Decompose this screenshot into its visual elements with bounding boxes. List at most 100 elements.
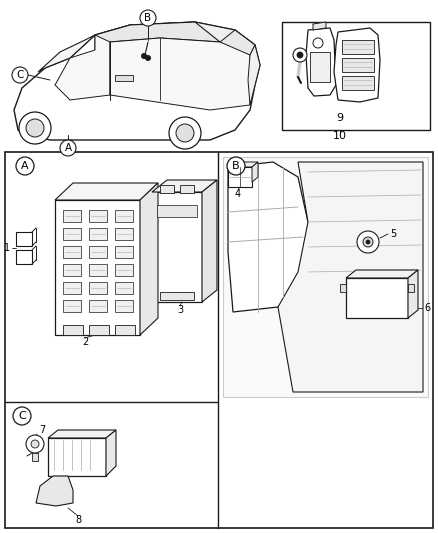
- Bar: [157, 205, 197, 217]
- Bar: [180, 185, 194, 193]
- Polygon shape: [202, 180, 217, 302]
- Bar: [115, 75, 133, 81]
- Text: 10: 10: [333, 131, 347, 141]
- Circle shape: [227, 157, 245, 175]
- Bar: [282, 22, 430, 130]
- Circle shape: [140, 10, 156, 26]
- Text: B: B: [232, 161, 240, 171]
- Polygon shape: [220, 30, 255, 55]
- Polygon shape: [306, 28, 336, 96]
- Circle shape: [145, 55, 151, 61]
- Text: 2: 2: [82, 337, 88, 347]
- Polygon shape: [223, 157, 428, 397]
- Polygon shape: [140, 183, 158, 335]
- Text: A: A: [21, 161, 29, 171]
- Polygon shape: [152, 180, 217, 192]
- Circle shape: [141, 53, 146, 59]
- Circle shape: [26, 435, 44, 453]
- Bar: [89, 228, 107, 240]
- Bar: [63, 300, 81, 312]
- Bar: [115, 210, 133, 222]
- Text: 1: 1: [4, 243, 10, 253]
- Bar: [63, 246, 81, 258]
- Bar: [342, 40, 374, 54]
- Text: B: B: [145, 13, 152, 23]
- Text: 3: 3: [177, 305, 183, 315]
- Bar: [89, 210, 107, 222]
- Circle shape: [313, 38, 323, 48]
- Circle shape: [16, 157, 34, 175]
- Circle shape: [31, 440, 39, 448]
- Bar: [115, 300, 133, 312]
- Polygon shape: [14, 22, 260, 140]
- Circle shape: [26, 119, 44, 137]
- Polygon shape: [278, 162, 423, 392]
- Circle shape: [13, 407, 31, 425]
- Bar: [63, 264, 81, 276]
- Bar: [310, 52, 330, 82]
- Bar: [63, 228, 81, 240]
- Bar: [152, 192, 202, 302]
- Bar: [342, 76, 374, 90]
- Polygon shape: [110, 38, 250, 110]
- Circle shape: [176, 124, 194, 142]
- Bar: [5, 152, 433, 528]
- Text: 5: 5: [390, 229, 396, 239]
- Bar: [89, 325, 109, 335]
- Polygon shape: [95, 22, 220, 50]
- Bar: [342, 58, 374, 72]
- Text: C: C: [18, 411, 26, 421]
- Polygon shape: [313, 22, 326, 30]
- Text: C: C: [16, 70, 24, 80]
- Bar: [346, 278, 408, 318]
- Polygon shape: [408, 270, 418, 318]
- Circle shape: [363, 237, 373, 247]
- Circle shape: [60, 140, 76, 156]
- Bar: [115, 246, 133, 258]
- Polygon shape: [228, 162, 308, 312]
- Text: 9: 9: [336, 113, 343, 123]
- Polygon shape: [16, 250, 32, 264]
- Text: 8: 8: [75, 515, 81, 525]
- Bar: [89, 282, 107, 294]
- Bar: [115, 282, 133, 294]
- Circle shape: [12, 67, 28, 83]
- Text: A: A: [64, 143, 71, 153]
- Bar: [160, 292, 194, 300]
- Polygon shape: [95, 22, 255, 45]
- Bar: [228, 167, 252, 187]
- Circle shape: [169, 117, 201, 149]
- Text: 7: 7: [39, 425, 45, 435]
- Polygon shape: [106, 430, 116, 476]
- Polygon shape: [55, 183, 158, 200]
- Polygon shape: [55, 35, 110, 100]
- Polygon shape: [36, 476, 73, 506]
- Bar: [89, 264, 107, 276]
- Polygon shape: [48, 430, 116, 438]
- Bar: [63, 282, 81, 294]
- Bar: [63, 210, 81, 222]
- Polygon shape: [16, 232, 32, 246]
- Circle shape: [357, 231, 379, 253]
- Circle shape: [297, 52, 303, 58]
- Bar: [48, 438, 106, 476]
- Polygon shape: [228, 162, 258, 167]
- Bar: [63, 325, 83, 335]
- Polygon shape: [38, 35, 95, 72]
- Circle shape: [293, 48, 307, 62]
- Polygon shape: [248, 45, 260, 105]
- Bar: [408, 284, 414, 292]
- Text: 6: 6: [424, 303, 430, 313]
- Bar: [115, 228, 133, 240]
- Polygon shape: [252, 162, 258, 182]
- Bar: [89, 300, 107, 312]
- Bar: [115, 325, 135, 335]
- Polygon shape: [334, 28, 380, 102]
- Circle shape: [366, 240, 370, 244]
- Polygon shape: [346, 270, 418, 278]
- Text: 4: 4: [235, 189, 241, 199]
- Bar: [160, 185, 174, 193]
- Bar: [340, 284, 346, 292]
- Bar: [115, 264, 133, 276]
- Circle shape: [19, 112, 51, 144]
